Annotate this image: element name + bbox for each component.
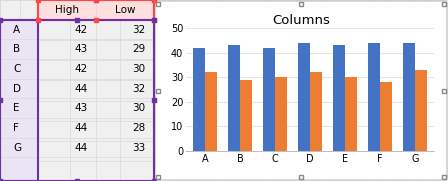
Bar [298,43,310,151]
Bar [38,0,154,20]
Text: 30: 30 [132,103,145,113]
Text: 44: 44 [74,84,87,94]
Bar [0,20,154,181]
FancyBboxPatch shape [155,1,447,180]
Text: G: G [13,143,22,153]
Text: Columns: Columns [272,14,330,27]
Text: C: C [13,64,21,74]
Text: 43: 43 [74,44,87,54]
Bar [380,82,392,151]
Bar [415,70,427,151]
Bar [403,43,415,151]
Bar [240,80,252,151]
Text: 42: 42 [74,24,87,35]
Text: 44: 44 [74,143,87,153]
Text: D: D [13,84,22,94]
Text: 33: 33 [132,143,145,153]
Bar [0,20,38,181]
Bar [193,48,205,151]
Bar [228,45,240,151]
Bar [0,20,38,181]
Bar [333,45,345,151]
Text: 44: 44 [74,123,87,133]
Bar [38,0,154,20]
Text: 29: 29 [132,44,145,54]
Text: 32: 32 [132,84,145,94]
Text: 43: 43 [74,103,87,113]
Bar [263,48,275,151]
Bar [275,77,287,151]
Text: 30: 30 [132,64,145,74]
Text: B: B [13,44,21,54]
Text: Low: Low [115,5,135,15]
Text: High: High [55,5,79,15]
Text: 32: 32 [132,24,145,35]
Bar [368,43,380,151]
Bar [310,72,322,151]
Text: F: F [13,123,19,133]
Bar [345,77,357,151]
Bar [205,72,217,151]
Text: 28: 28 [132,123,145,133]
Text: 42: 42 [74,64,87,74]
Text: A: A [13,24,21,35]
Text: E: E [13,103,20,113]
